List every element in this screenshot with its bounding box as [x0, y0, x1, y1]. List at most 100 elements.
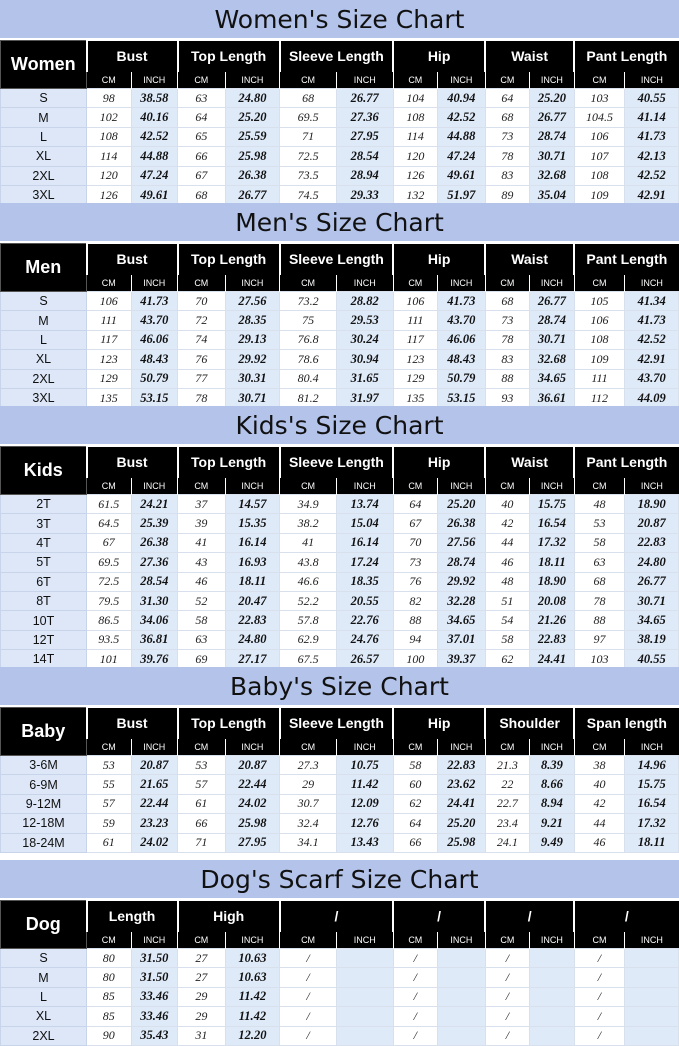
inch-value: 41.14: [624, 107, 679, 128]
inch-value: 39.37: [437, 649, 486, 670]
cm-value: /: [573, 986, 626, 1008]
unit-inch-label: INCH: [529, 931, 575, 949]
unit-cm-label: CM: [177, 477, 226, 495]
inch-value: [437, 1006, 486, 1027]
size-label: 12T: [0, 629, 87, 651]
size-label: S: [0, 290, 87, 312]
cm-value: /: [484, 967, 531, 988]
inch-value: 30.71: [624, 590, 679, 612]
inch-value: 24.80: [224, 87, 281, 109]
size-label: M: [0, 967, 87, 988]
inch-value: 26.77: [529, 290, 575, 312]
unit-cm-label: CM: [86, 738, 132, 756]
inch-value: 25.20: [529, 87, 575, 109]
unit-inch-label: INCH: [624, 274, 679, 292]
column-header: Top Length: [176, 40, 280, 72]
cm-value: 58: [484, 629, 531, 651]
table-row: XL 123 48.43 76 29.92 78.6 30.94 123 48.43 83 32.6…: [0, 349, 679, 370]
cm-value: 31: [177, 1025, 226, 1046]
cm-value: 69.5: [279, 107, 337, 128]
cm-value: 114: [86, 146, 132, 167]
column-header: Bust: [85, 707, 178, 739]
cm-value: 53: [177, 754, 226, 776]
inch-value: 41.73: [130, 290, 179, 312]
inch-value: 30.71: [529, 146, 575, 167]
inch-value: [624, 1006, 679, 1027]
cm-value: 109: [573, 349, 626, 370]
table-row: 18-24M 61 24.02 71 27.95 34.1 13.43 66 25.98 24.1…: [0, 832, 679, 853]
cm-value: 73: [392, 552, 439, 573]
unit-cm-label: CM: [484, 71, 530, 89]
inch-value: 31.65: [335, 368, 394, 389]
cm-value: 55: [86, 774, 132, 795]
cm-value: /: [279, 986, 337, 1008]
table-row: 4T 67 26.38 41 16.14 41 16.14 70 27.56 44 17.32 58 2…: [0, 532, 679, 554]
unit-row: CM INCH CM INCH CM INCH CM INCH CM INCH CM INCH: [1, 931, 679, 949]
size-label: S: [0, 947, 87, 969]
cm-value: 93.5: [86, 629, 132, 651]
cm-value: 61.5: [86, 493, 132, 515]
cm-value: 106: [392, 290, 439, 312]
unit-cm-label: CM: [573, 738, 625, 756]
column-header: Sleeve Length: [278, 707, 394, 739]
table-row: L 108 42.52 65 25.59 71 27.95 114 44.88 73 28.74 10…: [0, 126, 679, 148]
size-label: XL: [0, 349, 87, 370]
inch-value: 30.71: [224, 387, 281, 409]
inch-value: [437, 947, 486, 969]
inch-value: 24.02: [224, 793, 281, 815]
cm-value: 29: [177, 1006, 226, 1027]
inch-value: 43.70: [624, 368, 679, 389]
cm-value: 108: [573, 329, 626, 351]
header-row: Dog Length High / / / /: [0, 900, 679, 949]
unit-cm-label: CM: [279, 71, 337, 89]
inch-value: 17.32: [529, 532, 575, 554]
unit-cm-label: CM: [392, 738, 438, 756]
inch-value: 27.17: [224, 649, 281, 670]
cm-value: 61: [177, 793, 226, 815]
cm-value: 80.4: [279, 368, 337, 389]
inch-value: 18.11: [624, 832, 679, 853]
column-header: Sleeve Length: [278, 40, 394, 72]
unit-cm-label: CM: [484, 738, 530, 756]
inch-value: 28.82: [335, 290, 394, 312]
inch-value: 50.79: [437, 368, 486, 389]
unit-cm-label: CM: [279, 738, 337, 756]
unit-inch-label: INCH: [335, 477, 394, 495]
unit-cm-label: CM: [392, 477, 438, 495]
cm-value: 86.5: [86, 610, 132, 631]
cm-value: 111: [573, 368, 626, 389]
inch-value: 18.35: [335, 571, 394, 592]
inch-value: 11.42: [224, 986, 281, 1008]
inch-value: 29.13: [224, 329, 281, 351]
cm-value: 41: [177, 532, 226, 554]
cm-value: 46: [573, 832, 626, 853]
inch-value: 40.55: [624, 649, 679, 670]
inch-value: 13.74: [335, 493, 394, 515]
unit-inch-label: INCH: [224, 71, 280, 89]
inch-value: 9.21: [529, 813, 575, 834]
inch-value: [529, 986, 575, 1008]
category-label: Baby: [0, 707, 87, 756]
cm-value: 135: [392, 387, 439, 409]
cm-value: 68: [177, 184, 226, 206]
cm-value: /: [392, 1006, 439, 1027]
inch-value: 35.43: [130, 1025, 179, 1046]
unit-inch-label: INCH: [224, 931, 280, 949]
inch-value: 47.24: [437, 146, 486, 167]
unit-inch-label: INCH: [624, 738, 679, 756]
cm-value: 61: [86, 832, 132, 853]
cm-value: 117: [392, 329, 439, 351]
cm-value: 114: [392, 126, 439, 148]
column-header: Bust: [85, 243, 178, 275]
inch-value: 27.56: [437, 532, 486, 554]
cm-value: 76.8: [279, 329, 337, 351]
cm-value: 76: [177, 349, 226, 370]
cm-value: /: [279, 967, 337, 988]
inch-value: 40.94: [437, 87, 486, 109]
inch-value: 9.49: [529, 832, 575, 853]
cm-value: 40: [484, 493, 531, 515]
cm-value: 71: [279, 126, 337, 148]
cm-value: 106: [86, 290, 132, 312]
cm-value: 93: [484, 387, 531, 409]
